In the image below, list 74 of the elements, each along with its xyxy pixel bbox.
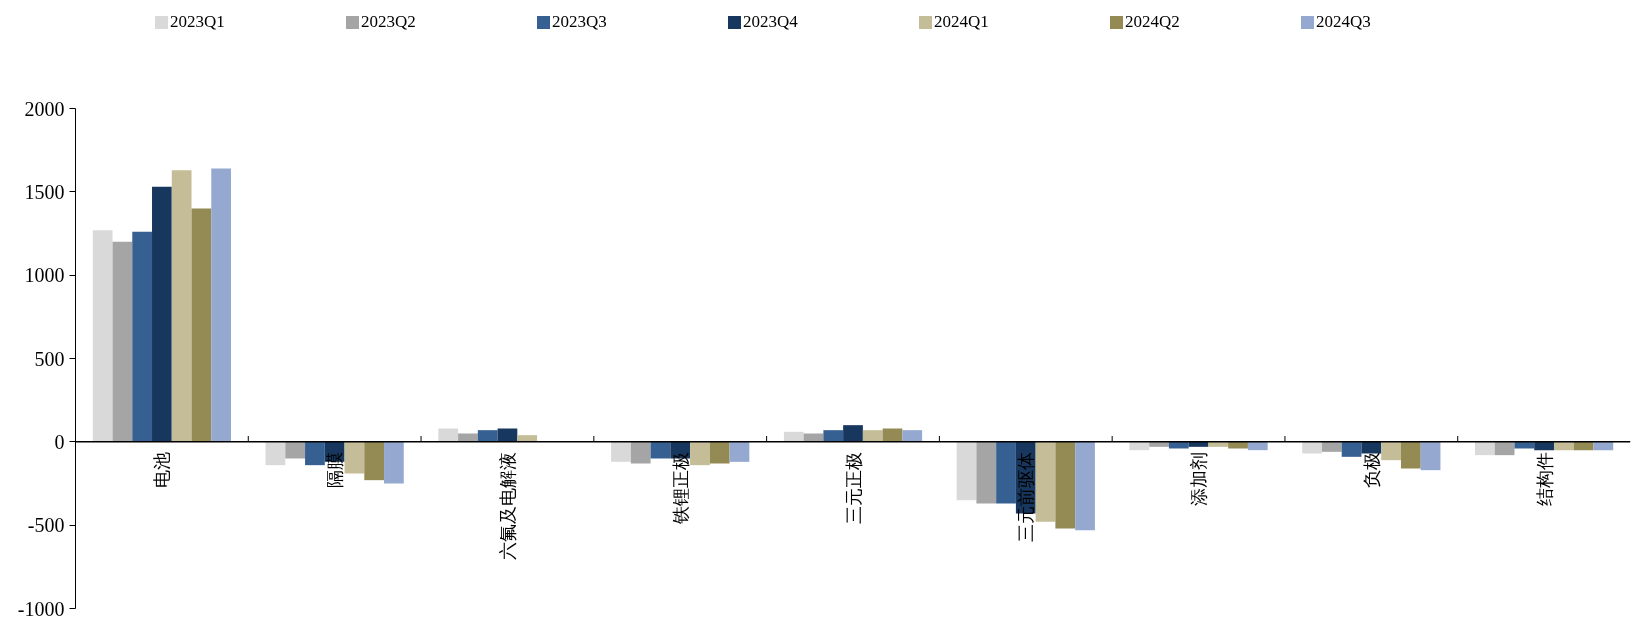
x-tick-label: 隔膜	[324, 451, 346, 488]
legend-label: 2023Q2	[361, 11, 416, 33]
bar	[438, 428, 459, 442]
legend-label: 2024Q1	[934, 11, 989, 33]
x-tick-label: 添加剂	[1188, 451, 1210, 506]
legend-item: 2023Q2	[346, 10, 537, 35]
x-tick-label: 六氟及电解液	[496, 451, 518, 560]
legend-label: 2024Q2	[1125, 11, 1180, 33]
bar	[364, 441, 385, 481]
bar	[1168, 441, 1189, 449]
legend-item: 2023Q1	[155, 10, 346, 35]
bar	[517, 435, 538, 442]
bar	[956, 441, 977, 501]
y-tick-label: 500	[34, 347, 65, 370]
y-tick-label: -1000	[17, 597, 65, 620]
bar	[1341, 441, 1362, 457]
y-tick-label: 0	[54, 430, 65, 453]
bar	[843, 425, 863, 442]
legend-label: 2023Q1	[170, 11, 225, 33]
bar	[1321, 441, 1342, 452]
bar	[709, 441, 730, 464]
legend-item: 2023Q3	[537, 10, 728, 35]
x-tick-label: 结构件	[1533, 451, 1555, 506]
bar	[265, 441, 286, 466]
legend-label: 2023Q3	[552, 11, 607, 33]
bar	[305, 441, 325, 466]
x-tick-label: 三元正极	[842, 451, 864, 524]
bar	[1035, 441, 1056, 522]
bar	[996, 441, 1016, 504]
legend-label: 2024Q3	[1316, 11, 1371, 33]
bar	[1055, 441, 1076, 529]
bar	[690, 441, 710, 466]
legend-label: 2023Q4	[743, 11, 798, 33]
bar	[823, 430, 844, 442]
bar	[1228, 441, 1248, 449]
bar	[92, 230, 113, 442]
bar	[729, 441, 750, 462]
bar	[1475, 441, 1495, 456]
bar	[132, 231, 153, 442]
bar	[1381, 441, 1401, 461]
x-tick-label: 电池	[151, 451, 173, 488]
y-tick-label: -500	[27, 514, 65, 537]
legend-item: 2023Q4	[728, 10, 919, 35]
bar	[976, 441, 997, 504]
bar	[611, 441, 631, 462]
legend-item: 2024Q3	[1301, 10, 1492, 35]
legend-item: 2024Q2	[1110, 10, 1301, 35]
bar	[1514, 441, 1535, 449]
bar	[285, 441, 306, 459]
bar	[1420, 441, 1441, 471]
bar	[1075, 441, 1095, 531]
bar	[862, 430, 883, 442]
bar	[384, 441, 404, 484]
bar	[630, 441, 651, 464]
bar	[152, 186, 172, 442]
y-tick-label: 2000	[24, 97, 65, 120]
bar	[650, 441, 671, 459]
y-tick-label: 1000	[24, 264, 65, 287]
bar	[1400, 441, 1421, 469]
bar	[477, 430, 498, 442]
bar	[902, 430, 923, 442]
bar	[1302, 441, 1322, 454]
x-tick-label: 铁锂正极	[669, 451, 691, 525]
bar	[783, 431, 804, 442]
bar	[344, 441, 365, 474]
bar	[191, 208, 212, 442]
y-tick-label: 1500	[24, 180, 65, 203]
x-tick-label: 三元前驱体	[1015, 451, 1037, 542]
bar	[112, 241, 133, 442]
legend-item: 2024Q1	[919, 10, 1110, 35]
bar	[211, 168, 231, 442]
bar	[1361, 441, 1382, 454]
x-tick-label: 负极	[1360, 451, 1382, 488]
bar	[171, 170, 192, 442]
